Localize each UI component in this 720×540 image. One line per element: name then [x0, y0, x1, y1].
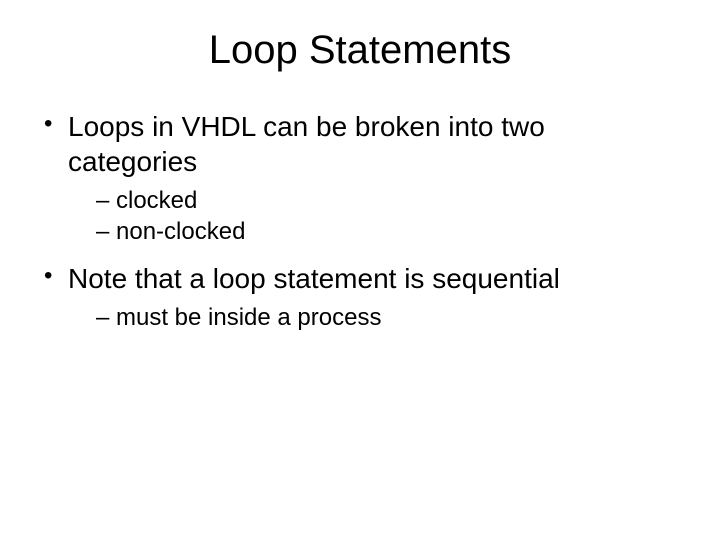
bullet-list: Loops in VHDL can be broken into two cat…	[40, 109, 680, 334]
list-item: clocked	[96, 185, 680, 216]
list-item: Note that a loop statement is sequential…	[40, 261, 680, 333]
list-item: must be inside a process	[96, 302, 680, 333]
list-item: Loops in VHDL can be broken into two cat…	[40, 109, 680, 247]
sub-bullet-text: must be inside a process	[116, 304, 381, 331]
sub-bullet-list: must be inside a process	[68, 302, 680, 333]
sub-bullet-text: clocked	[116, 187, 197, 214]
sub-bullet-text: non-clocked	[116, 218, 245, 245]
list-item: non-clocked	[96, 216, 680, 247]
slide-title: Loop Statements	[40, 28, 680, 73]
bullet-text: Note that a loop statement is sequential	[68, 263, 560, 294]
bullet-text: Loops in VHDL can be broken into two cat…	[68, 111, 545, 177]
sub-bullet-list: clocked non-clocked	[68, 185, 680, 247]
